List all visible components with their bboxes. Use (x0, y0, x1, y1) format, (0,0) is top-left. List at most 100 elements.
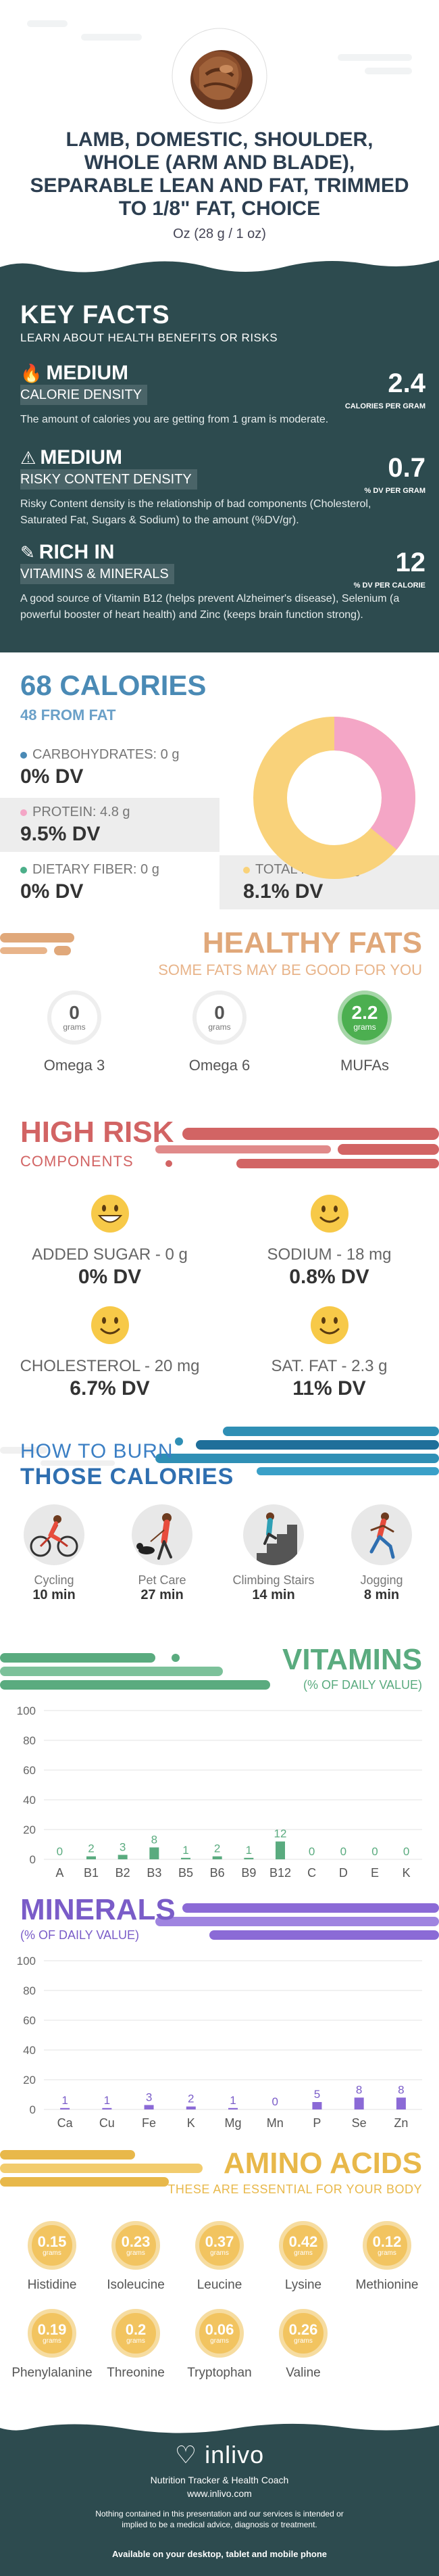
x-tick-label: Cu (99, 2116, 115, 2130)
x-tick-label: Se (352, 2116, 367, 2130)
x-tick-label: B9 (241, 1866, 256, 1880)
isoleucine-item: 0.23 grams Isoleucine (94, 2221, 178, 2293)
calories-from-fat: 48 FROM FAT (20, 707, 116, 723)
vitamins-minerals-desc: A good source of Vitamin B12 (helps prev… (20, 593, 400, 621)
dietary-fiber-stat: DIETARY FIBER: 0 g 0% DV (0, 855, 203, 909)
availability-note: Available on your desktop, tablet and mo… (111, 2549, 328, 2559)
brand-tagline: Nutrition Tracker & Health Coach (150, 2475, 289, 2485)
x-tick-label: A (55, 1866, 63, 1880)
bar-value-label: 1 (61, 2094, 68, 2107)
y-tick-label: 20 (23, 2074, 36, 2086)
bar-mg (228, 2107, 238, 2109)
vitamins-section: VITAMINS (% OF DAILY VALUE) 0 20 40 60 80 100… (0, 1636, 439, 1886)
omega-3-name: Omega 3 (43, 1057, 105, 1074)
vitamins-minerals-value: 12 (395, 548, 426, 577)
protein-stat: PROTEIN: 4.8 g 9.5% DV (0, 798, 220, 852)
threonine-name: Threonine (107, 2366, 165, 2380)
valine-value: 0.26 (288, 2320, 318, 2338)
alert-icon: ⚠ (20, 447, 36, 468)
healthy-fats-section: HEALTHY FATS SOME FATS MAY BE GOOD FOR Y… (0, 913, 439, 1116)
lysine-unit: grams (294, 2249, 313, 2257)
bar-value-label: 0 (403, 1845, 409, 1858)
bar-cu (102, 2107, 112, 2109)
x-tick-label: E (371, 1866, 379, 1880)
vitamins-minerals-label: VITAMINS & MINERALS (20, 564, 174, 584)
omega-6-value: 0 (214, 1002, 225, 1023)
methionine-unit: grams (378, 2249, 396, 2257)
amino-acids-section: AMINO ACIDS THESE ARE ESSENTIAL FOR YOUR… (0, 2137, 439, 2420)
cycling-name: Cycling (34, 1573, 74, 1587)
added-sugar-dv: 0% DV (78, 1266, 142, 1288)
bar-value-label: 8 (151, 1833, 157, 1846)
heart-icon: ♡ (174, 2441, 198, 2468)
bar-value-label: 8 (398, 2083, 404, 2096)
y-tick-label: 100 (17, 1704, 36, 1717)
cholesterol-item: CHOLESTEROL - 20 mg 6.7% DV (0, 1305, 220, 1400)
bar-k (186, 2106, 196, 2109)
x-tick-label: B1 (84, 1866, 99, 1880)
total-fat-dv: 8.1% DV (243, 880, 324, 903)
calories-title: 68 CALORIES (20, 669, 207, 701)
decor-stripes (155, 1903, 439, 1940)
leucine-unit: grams (210, 2249, 229, 2257)
calorie-density-level: MEDIUM (46, 362, 129, 384)
wave-divider (0, 2420, 439, 2433)
phenylalanine-item: 0.19 grams Phenylalanine (10, 2309, 94, 2381)
threonine-item: 0.2 grams Threonine (94, 2309, 178, 2381)
bar-b12 (276, 1841, 285, 1859)
mufas-unit: grams (353, 1022, 376, 1032)
amino-acids-subtitle: THESE ARE ESSENTIAL FOR YOUR BODY (167, 2183, 422, 2196)
risky-content-level: MEDIUM (40, 446, 122, 469)
flame-icon: 🔥 (20, 362, 43, 383)
bar-value-label: 12 (274, 1828, 287, 1840)
bar-value-label: 2 (188, 2093, 194, 2105)
histidine-name: Histidine (27, 2278, 77, 2292)
decor-stripes (0, 1427, 439, 1475)
pet-care-time: 27 min (140, 1588, 184, 1602)
cycling-icon (24, 1504, 84, 1565)
protein-dot-icon (20, 809, 27, 816)
key-facts-title: KEY FACTS (20, 301, 170, 329)
tryptophan-item: 0.06 grams Tryptophan (178, 2309, 261, 2381)
amino-acids-title: AMINO ACIDS (223, 2147, 422, 2180)
tryptophan-name: Tryptophan (187, 2366, 252, 2380)
x-tick-label: K (187, 2116, 195, 2130)
bar-b2 (118, 1855, 128, 1859)
bar-value-label: 0 (57, 1845, 63, 1858)
methionine-name: Methionine (355, 2278, 419, 2292)
food-title: LAMB, DOMESTIC, SHOULDER, WHOLE (ARM AND… (30, 128, 409, 220)
carbohydrates-dot-icon (20, 751, 27, 759)
bar-value-label: 0 (272, 2095, 278, 2108)
decor-dash (81, 34, 142, 41)
valine-item: 0.26 grams Valine (261, 2309, 345, 2381)
bar-b3 (149, 1847, 159, 1859)
calorie-density-unit: CALORIES PER GRAM (344, 402, 425, 410)
protein-dv: 9.5% DV (20, 823, 101, 845)
bar-value-label: 2 (88, 1842, 94, 1855)
header: LAMB, DOMESTIC, SHOULDER, WHOLE (ARM AND… (0, 0, 439, 254)
climbing-stairs-time: 14 min (252, 1588, 295, 1602)
lysine-name: Lysine (284, 2278, 322, 2292)
x-tick-label: D (339, 1866, 348, 1880)
minerals-section: MINERALS (% OF DAILY VALUE) 0 20 40 60 80 100… (0, 1886, 439, 2137)
carbohydrates-dv: 0% DV (20, 765, 84, 788)
isoleucine-value: 0.23 (121, 2233, 151, 2250)
bar-zn (396, 2097, 406, 2109)
wave-divider (0, 254, 439, 272)
y-tick-label: 60 (23, 1764, 36, 1777)
calorie-density-fact: 🔥 MEDIUM CALORIE DENSITY 2.4 CALORIES PER… (20, 362, 425, 428)
x-tick-label: Mg (224, 2116, 241, 2130)
stairs-icon (243, 1504, 304, 1565)
bar-value-label: 1 (230, 2094, 236, 2107)
valine-unit: grams (294, 2337, 313, 2345)
omega-3-value: 0 (69, 1002, 80, 1023)
mufas-name: MUFAs (340, 1057, 390, 1074)
saturated-fat-label: SAT. FAT - 2.3 g (271, 1357, 388, 1375)
x-tick-label: B3 (147, 1866, 161, 1880)
brand-logo[interactable]: ♡ inlivo (0, 2441, 439, 2469)
jogging-icon (351, 1504, 412, 1565)
brand-url[interactable]: www.inlivo.com (187, 2488, 252, 2499)
bar-value-label: 0 (340, 1845, 346, 1858)
sodium-item: SODIUM - 18 mg 0.8% DV (220, 1193, 439, 1289)
x-tick-label: Mn (267, 2116, 284, 2130)
